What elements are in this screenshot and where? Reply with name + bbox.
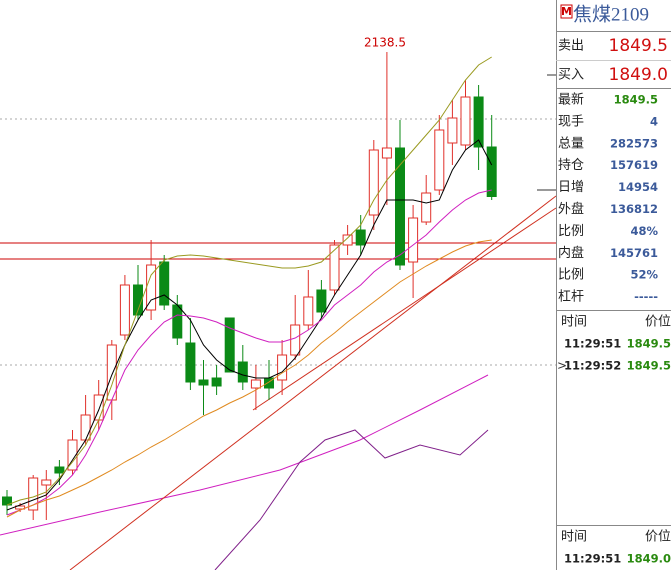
indicator-line	[214, 429, 489, 570]
cursor-mark: >	[557, 359, 567, 373]
candle-body	[434, 129, 445, 191]
stat-value: 282573	[610, 136, 658, 150]
candle-body	[15, 505, 26, 510]
stat-label: 最新	[558, 92, 584, 108]
candle-body	[250, 379, 261, 389]
stat-value: 136812	[610, 202, 658, 216]
tick-price: 1849.5	[627, 337, 671, 351]
tick-header: 时间	[561, 315, 587, 330]
stat-value: 14954	[618, 180, 658, 194]
candle-body	[133, 284, 143, 316]
candle-body	[290, 324, 301, 356]
tick-header: 价位	[645, 530, 671, 545]
badge-box	[560, 4, 573, 19]
quote-label: 买入	[558, 68, 584, 83]
candle-body	[159, 261, 170, 306]
tick-price: 1849.5	[627, 359, 671, 373]
stat-value: 48%	[630, 224, 658, 238]
candle-body	[460, 96, 471, 146]
candle-body	[408, 217, 419, 263]
tick-time: 11:29:52	[564, 359, 621, 373]
stat-label: 持仓	[558, 158, 584, 173]
candle-body	[368, 149, 379, 216]
quote-value: 1849.5	[609, 36, 668, 56]
stat-value: -----	[634, 290, 658, 304]
candle-body	[172, 304, 183, 339]
candle-body	[211, 377, 222, 387]
candle-body	[28, 477, 39, 511]
trend-line	[252, 207, 557, 411]
candle-body	[421, 192, 432, 223]
symbol-title: 焦煤2109	[573, 3, 649, 25]
stat-value: 157619	[610, 158, 658, 172]
candle-body	[277, 354, 288, 381]
candle-body	[67, 439, 78, 471]
stat-label: 比例	[558, 224, 584, 239]
tick-price: 1849.0	[627, 552, 671, 566]
stat-value: 52%	[630, 268, 658, 282]
candle-body	[316, 289, 327, 313]
candle-body	[329, 244, 340, 291]
candle-body	[80, 414, 91, 441]
stat-label: 比例	[558, 268, 584, 283]
candle-body	[237, 361, 248, 383]
stat-label: 日增	[558, 180, 584, 195]
moving-average	[6, 239, 492, 518]
candle-body	[41, 479, 52, 486]
candle-body	[119, 284, 130, 336]
tick-header: 时间	[561, 530, 587, 545]
quote-label: 卖出	[558, 39, 584, 54]
candle-body	[395, 147, 405, 266]
tick-time: 11:29:51	[564, 552, 621, 566]
stat-label: 总量	[558, 136, 584, 151]
tick-header: 价位	[645, 315, 671, 330]
indicator-line	[0, 374, 489, 536]
candle-body	[185, 342, 196, 383]
candle-body	[486, 146, 497, 197]
stat-value: 1849.5	[614, 93, 658, 107]
candle-body	[381, 147, 392, 159]
candle-body	[355, 229, 366, 246]
candle-body	[473, 96, 484, 148]
stat-label: 现手	[558, 114, 584, 129]
high-annotation: 2138.5	[364, 36, 406, 50]
moving-average	[6, 189, 492, 516]
candle-body	[447, 117, 458, 144]
side-panel: M 焦煤2109 > 卖出 1849.5 买入 1849.0 最新 1849.5 现手 4 总量…	[556, 0, 671, 570]
candle-body	[224, 317, 235, 373]
stat-value: 145761	[610, 246, 658, 260]
badge: M	[561, 5, 572, 18]
tick-time: 11:29:51	[564, 337, 621, 351]
trend-line	[69, 195, 557, 570]
candle-body	[198, 379, 209, 386]
moving-average	[6, 139, 493, 511]
candle-body	[54, 466, 65, 474]
candle-body	[342, 234, 353, 246]
stat-label: 内盘	[558, 245, 584, 261]
stat-value: 4	[650, 114, 658, 128]
candle-body	[303, 296, 314, 326]
stat-label: 外盘	[558, 201, 584, 217]
panel-bg	[556, 0, 671, 570]
quote-value: 1849.0	[609, 65, 668, 85]
stat-label: 杠杆	[558, 289, 584, 305]
moving-average	[6, 56, 492, 506]
